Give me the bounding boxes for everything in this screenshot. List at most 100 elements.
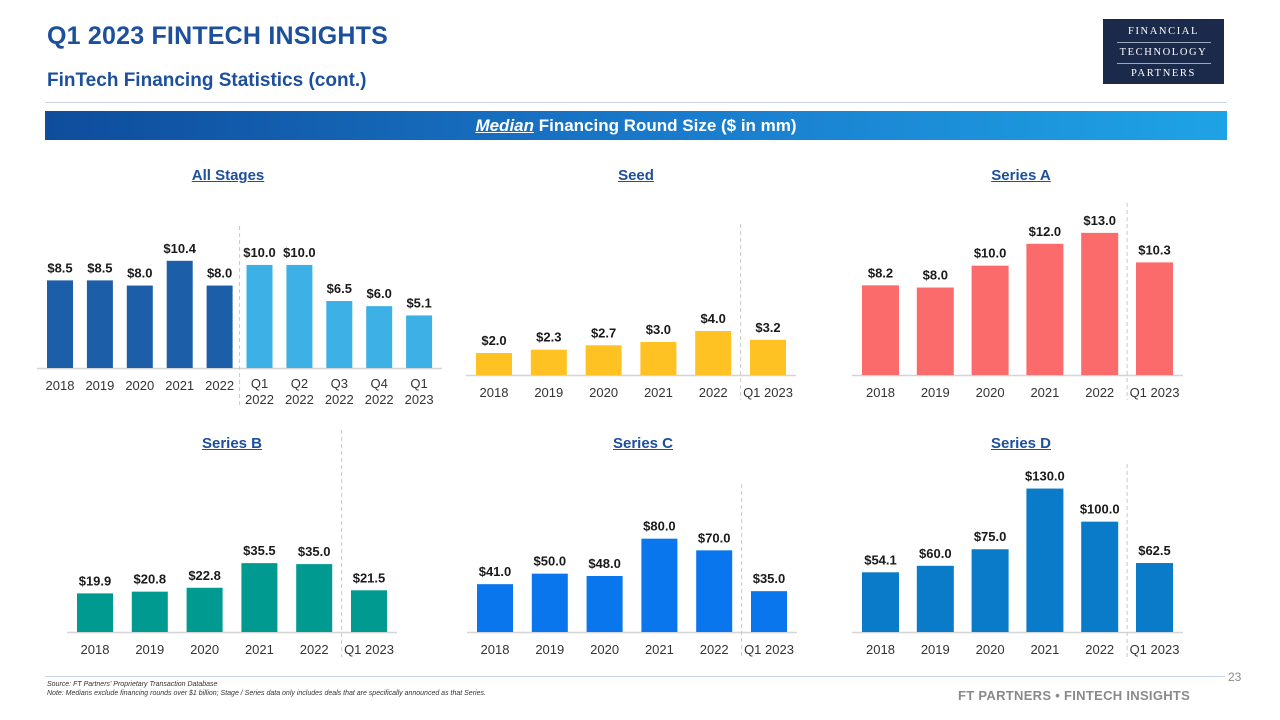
all-stages-tick-label-line2: 2022	[285, 392, 314, 407]
seed-bar	[750, 339, 786, 375]
series-b-data-label: $35.5	[243, 543, 276, 558]
series-a-data-label: $8.0	[923, 268, 948, 283]
methodology-note: Note: Medians exclude financing rounds o…	[47, 690, 486, 697]
all-stages-data-label: $8.5	[87, 260, 112, 275]
series-c-data-label: $48.0	[588, 556, 621, 571]
series-a-tick-label: Q1 2023	[1130, 385, 1180, 400]
all-stages-bar	[406, 315, 433, 368]
all-stages-data-label: $8.0	[207, 266, 232, 281]
footnotes: Source: FT Partners' Proprietary Transac…	[47, 680, 486, 698]
series-d-bar	[971, 549, 1009, 632]
series-d-tick-label: 2021	[1030, 642, 1059, 657]
series-c-tick-label: 2022	[700, 642, 729, 657]
section-banner: Median Financing Round Size ($ in mm)	[45, 111, 1227, 140]
series-a-data-label: $10.3	[1138, 242, 1171, 257]
page-number: 23	[1228, 670, 1242, 684]
series-b-bar	[131, 591, 168, 632]
page-subtitle: FinTech Financing Statistics (cont.)	[47, 70, 367, 91]
footer-divider	[45, 676, 1225, 677]
series-c-tick-label: Q1 2023	[744, 642, 794, 657]
series-c-tick-label: 2019	[535, 642, 564, 657]
seed-data-label: $2.3	[536, 330, 561, 345]
series-a-tick-label: 2020	[976, 385, 1005, 400]
banner-text: Financing Round Size ($ in mm)	[534, 116, 797, 135]
all-stages-tick-label: 2022	[205, 378, 234, 393]
all-stages-data-label: $8.5	[47, 260, 72, 275]
logo-rule	[1116, 63, 1211, 64]
all-stages-bar	[166, 260, 193, 368]
series-d-data-label: $100.0	[1080, 502, 1120, 517]
all-stages-data-label: $8.0	[127, 266, 152, 281]
all-stages-data-label: $10.4	[163, 241, 196, 256]
seed-tick-label: 2019	[534, 385, 563, 400]
series-b-data-label: $21.5	[353, 570, 386, 585]
series-a-tick-label: 2021	[1030, 385, 1059, 400]
chart-title-all-stages: All Stages	[191, 167, 265, 184]
series-b-tick-label: 2018	[81, 642, 110, 657]
series-c-bar	[531, 573, 568, 632]
series-b-tick-label: 2021	[245, 642, 274, 657]
series-d-bar	[862, 572, 899, 632]
logo-line-3: PARTNERS	[1131, 68, 1196, 79]
series-d-data-label: $130.0	[1025, 469, 1065, 484]
series-d-data-label: $62.5	[1138, 543, 1171, 558]
series-c-bar	[641, 538, 678, 632]
all-stages-data-label: $10.0	[283, 245, 316, 260]
seed-tick-label: 2020	[589, 385, 618, 400]
seed-data-label: $3.2	[755, 320, 780, 335]
all-stages-bar	[47, 280, 73, 368]
all-stages-tick-label: 2018	[46, 378, 75, 393]
series-b-data-label: $20.8	[134, 572, 167, 587]
all-stages-bar	[206, 285, 233, 368]
series-c-data-label: $41.0	[479, 564, 512, 579]
series-a-data-label: $12.0	[1029, 224, 1062, 239]
series-a-bar	[971, 265, 1009, 375]
seed-tick-label: Q1 2023	[743, 385, 793, 400]
series-a-bar	[1136, 262, 1173, 375]
all-stages-bar	[126, 285, 153, 368]
series-a-tick-label: 2018	[866, 385, 895, 400]
all-stages-tick-label: Q1	[410, 376, 427, 391]
source-note: Source: FT Partners' Proprietary Transac…	[47, 681, 218, 688]
series-d-tick-label: 2018	[866, 642, 895, 657]
series-b-tick-label: Q1 2023	[344, 642, 394, 657]
series-b-bar	[296, 564, 333, 632]
series-c-tick-label: 2021	[645, 642, 674, 657]
series-d-bar	[1026, 488, 1064, 632]
all-stages-tick-label-line2: 2022	[365, 392, 394, 407]
all-stages-tick-label: Q3	[331, 376, 348, 391]
chart-title-seed: Seed	[618, 167, 654, 184]
header-divider	[45, 102, 1227, 103]
chart-title-series-d: Series D	[990, 435, 1052, 452]
ft-partners-logo: FINANCIAL TECHNOLOGY PARTNERS	[1103, 19, 1224, 84]
all-stages-tick-label: Q4	[371, 376, 388, 391]
series-a-data-label: $13.0	[1083, 213, 1116, 228]
all-stages-tick-label-line2: 2023	[405, 392, 434, 407]
seed-data-label: $3.0	[646, 322, 671, 337]
series-b-bar	[186, 587, 223, 632]
series-d-bar	[916, 565, 954, 632]
all-stages-tick-label-line2: 2022	[245, 392, 274, 407]
series-d-data-label: $54.1	[864, 552, 897, 567]
series-d-tick-label: Q1 2023	[1130, 642, 1180, 657]
series-c-bar	[696, 550, 733, 632]
series-a-data-label: $10.0	[974, 246, 1007, 261]
chart-title-series-c: Series C	[612, 435, 674, 452]
seed-bar	[476, 353, 512, 375]
all-stages-data-label: $6.0	[367, 286, 392, 301]
seed-bar	[585, 345, 622, 375]
series-d-data-label: $60.0	[919, 546, 952, 561]
all-stages-bar	[366, 306, 393, 368]
all-stages-tick-label: Q1	[251, 376, 268, 391]
logo-line-2: TECHNOLOGY	[1119, 47, 1208, 58]
series-c-tick-label: 2018	[481, 642, 510, 657]
series-b-bar	[351, 590, 387, 632]
series-b-bar	[241, 563, 278, 632]
all-stages-bar	[286, 264, 313, 368]
series-b-tick-label: 2019	[135, 642, 164, 657]
logo-rule	[1116, 42, 1211, 43]
footer-brand: FT PARTNERS • FINTECH INSIGHTS	[958, 688, 1191, 703]
seed-data-label: $2.0	[481, 333, 506, 348]
seed-tick-label: 2018	[480, 385, 509, 400]
series-d-data-label: $75.0	[974, 529, 1007, 544]
